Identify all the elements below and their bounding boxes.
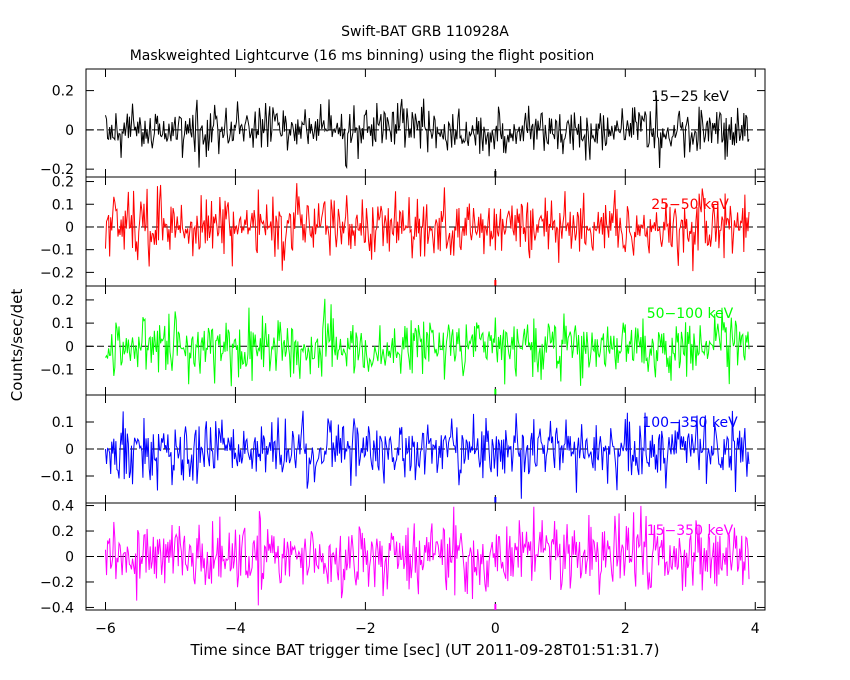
panel-15-350-kev-ytick-label: −0.2: [40, 575, 74, 591]
panel-100-350-kev-band-label: 100−350 keV: [642, 415, 738, 431]
chart-title: Swift-BAT GRB 110928A: [341, 24, 509, 40]
panel-25-50-kev-ytick-label: −0.2: [40, 265, 74, 281]
panel-15-25-kev-band-label: 15−25 keV: [651, 89, 729, 105]
panel-15-350-kev-ytick-label: 0.4: [52, 499, 74, 515]
panel-50-100-kev-ytick-label: 0: [65, 339, 74, 355]
x-tick-label: 0: [491, 621, 500, 637]
panel-50-100-kev-trace: [105, 298, 750, 387]
panel-25-50-kev: −0.2 −0.1 0 0.1 0.2 25−50 keV: [40, 175, 766, 287]
x-tick-label: 4: [751, 621, 760, 637]
panel-50-100-kev-ytick-label: 0.2: [52, 293, 74, 309]
panel-100-350-kev: −0.1 0 0.1 100−350 keV: [40, 394, 766, 504]
panel-50-100-kev-ytick-label: −0.1: [40, 362, 74, 378]
panel-15-350-kev-ytick-label: 0.2: [52, 524, 74, 540]
panel-15-25-kev: −0.2 0 0.2 15−25 keV: [40, 68, 766, 178]
x-axis: −6 −4 −2 0 2 4: [95, 621, 760, 637]
x-tick-label: −2: [355, 621, 376, 637]
panel-25-50-kev-ytick-label: 0: [65, 220, 74, 236]
panel-15-25-kev-frame: [85, 68, 766, 178]
panel-100-350-kev-trace: [104, 410, 750, 499]
x-tick-label: 2: [621, 621, 630, 637]
panel-15-25-kev-ytick-label: 0.2: [52, 84, 74, 100]
panel-15-350-kev-band-label: 15−350 keV: [647, 523, 734, 539]
panel-50-100-kev-ytick-label: 0.1: [52, 316, 74, 332]
y-axis-label: Counts/sec/det: [8, 289, 26, 402]
x-tick-label: −4: [225, 621, 246, 637]
panel-50-100-kev-band-label: 50−100 keV: [647, 306, 734, 322]
panels: −0.2 0 0.2 15−25 keV −0.2 −0.1 0 0.1 0.2 25−50 ke…: [40, 68, 766, 616]
panel-100-350-kev-ytick-label: 0.1: [52, 415, 74, 431]
panel-15-350-kev-ytick-label: 0: [65, 550, 74, 566]
chart-subtitle: Maskweighted Lightcurve (16 ms binning) …: [130, 48, 595, 64]
panel-25-50-kev-ytick-label: 0.1: [52, 197, 74, 213]
panel-15-350-kev-ytick-label: −0.4: [40, 600, 74, 616]
panel-25-50-kev-ytick-label: −0.1: [40, 243, 74, 259]
x-tick-label: −6: [95, 621, 116, 637]
panel-100-350-kev-ytick-label: −0.1: [40, 469, 74, 485]
panel-15-350-kev: −0.4 −0.2 0 0.2 0.4 15−350 keV: [40, 499, 766, 616]
panel-50-100-kev: −0.1 0 0.1 0.2 50−100 keV: [40, 285, 766, 396]
panel-25-50-kev-ytick-label: 0.2: [52, 175, 74, 191]
panel-15-25-kev-ytick-label: 0: [65, 123, 74, 139]
panel-15-25-kev-trace: [105, 95, 750, 170]
panel-25-50-kev-band-label: 25−50 keV: [651, 197, 729, 213]
x-axis-label: Time since BAT trigger time [sec] (UT 20…: [190, 641, 660, 659]
panel-25-50-kev-trace: [104, 183, 750, 272]
panel-100-350-kev-ytick-label: 0: [65, 442, 74, 458]
panel-15-25-kev-ytick-label: −0.2: [40, 162, 74, 178]
panel-15-350-kev-trace: [104, 505, 750, 606]
